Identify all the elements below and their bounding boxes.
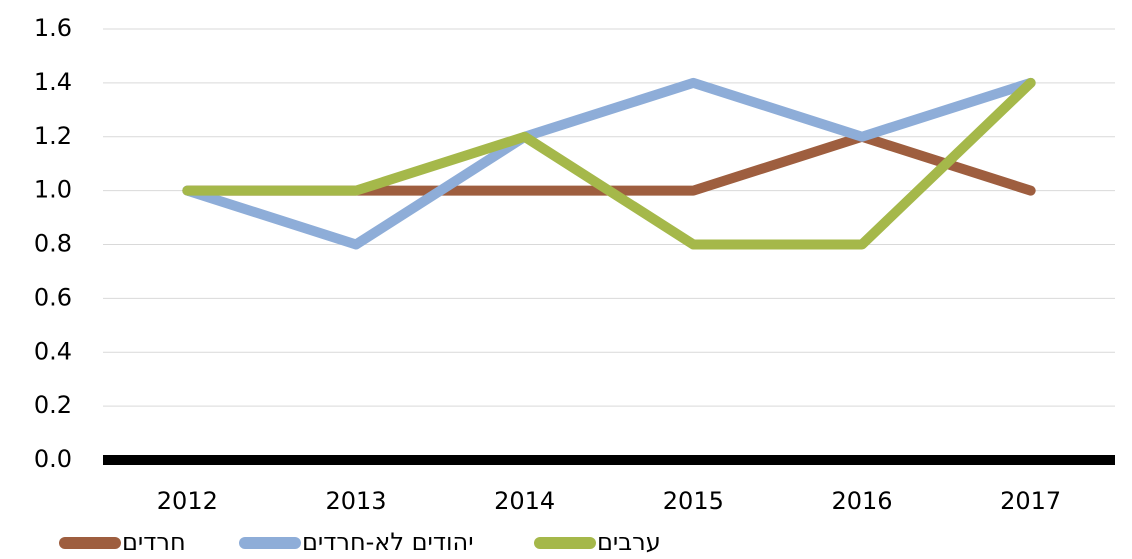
x-tick-label: 2014 bbox=[494, 487, 555, 515]
x-tick-label: 2013 bbox=[325, 487, 386, 515]
y-tick-label: 0.0 bbox=[34, 445, 72, 473]
legend-label: יהודים לא-חרדים bbox=[302, 528, 474, 556]
series-line bbox=[182, 77, 1036, 250]
legend-label: חרדים bbox=[122, 528, 186, 556]
legend-label: ערבים bbox=[597, 528, 661, 556]
series-line bbox=[182, 77, 1036, 250]
y-tick-label: 0.2 bbox=[34, 391, 72, 419]
y-tick-label: 1.6 bbox=[34, 14, 72, 42]
y-tick-label: 1.4 bbox=[34, 68, 72, 96]
y-tick-label: 1.0 bbox=[34, 176, 72, 204]
x-tick-label: 2012 bbox=[157, 487, 218, 515]
y-tick-label: 1.2 bbox=[34, 122, 72, 150]
x-tick-label: 2016 bbox=[831, 487, 892, 515]
x-tick-label: 2015 bbox=[663, 487, 724, 515]
y-tick-label: 0.8 bbox=[34, 230, 72, 258]
x-tick-label: 2017 bbox=[1000, 487, 1061, 515]
y-tick-label: 0.6 bbox=[34, 283, 72, 311]
y-tick-label: 0.4 bbox=[34, 337, 72, 365]
series-line bbox=[182, 131, 1036, 196]
